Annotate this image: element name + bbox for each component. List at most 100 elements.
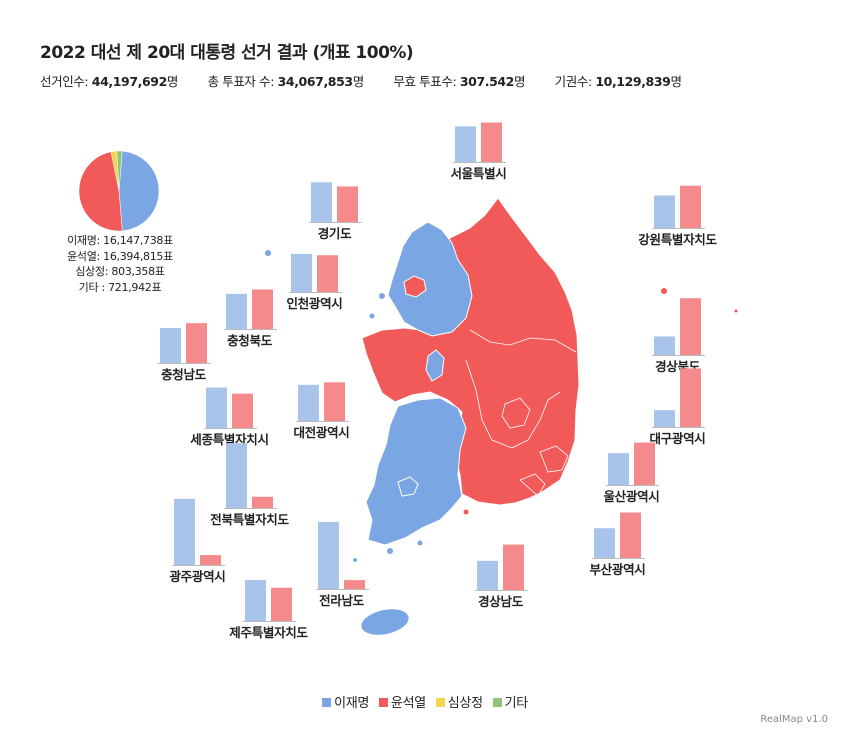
bar-lee[interactable] [608,453,629,485]
region-chart[interactable]: 전라남도 [316,521,369,608]
national-pie-chart [78,150,160,232]
bar-lee[interactable] [477,560,498,590]
region-label: 충청남도 [161,367,207,382]
bar-yoon[interactable] [503,544,524,590]
korea-map [265,197,738,638]
region-chart[interactable]: 강원특별자치도 [638,185,718,247]
region-label: 강원특별자치도 [638,232,717,247]
stat-invalid-votes: 무효 투표수: 307.542명 [393,74,526,89]
bar-yoon[interactable] [344,580,365,589]
region-chart[interactable]: 서울특별시 [450,122,507,181]
bar-lee[interactable] [291,253,312,292]
bar-lee[interactable] [160,327,181,363]
bar-yoon[interactable] [634,442,655,485]
region-chart[interactable]: 경상남도 [475,544,528,609]
map-region-sejong[interactable] [425,349,445,382]
stats-bar: 선거인수: 44,197,692명 총 투표자 수: 34,067,853명 무… [40,71,708,90]
bar-yoon[interactable] [481,122,502,162]
legend-swatch [435,698,445,707]
bar-yoon[interactable] [271,587,292,621]
legend-item-etc[interactable]: 기타 [492,692,528,711]
legend-swatch [322,698,332,707]
bar-lee[interactable] [206,387,227,428]
region-chart[interactable]: 울산광역시 [603,442,660,504]
bar-lee[interactable] [226,293,247,329]
map-region-seoul[interactable] [403,275,427,298]
pie-stat-etc: 기타 : 721,942표 [78,280,162,294]
border-line [519,473,546,497]
pie-slice-3[interactable] [116,150,123,192]
bar-yoon[interactable] [620,512,641,558]
bar-lee[interactable] [594,528,615,558]
map-region-jeolla[interactable] [365,397,467,546]
bar-lee[interactable] [226,443,247,508]
region-label: 광주광역시 [169,569,225,584]
legend-swatch [378,698,388,707]
bar-lee[interactable] [318,521,339,589]
pie-slice-0[interactable] [118,150,160,232]
pie-stat-lee: 이재명: 16,147,738표 [67,234,173,247]
bar-yoon[interactable] [324,382,345,421]
pie-slice-1[interactable] [78,151,123,232]
bar-yoon[interactable] [232,393,253,428]
region-chart[interactable]: 제주특별자치도 [229,579,309,640]
bar-lee[interactable] [654,195,675,228]
bar-lee[interactable] [174,498,195,565]
region-label: 대전광역시 [293,425,349,440]
bar-lee[interactable] [455,126,476,162]
bar-yoon[interactable] [252,289,273,329]
legend-swatch [492,698,502,707]
region-label: 울산광역시 [603,489,659,504]
pie-stats: 이재명: 16,147,738표 윤석열: 16,394,815표 심상정: 8… [30,233,210,295]
region-chart[interactable]: 전북특별자치도 [210,443,290,527]
border-line [469,329,577,353]
region-chart[interactable]: 대전광역시 [293,382,350,440]
bar-lee[interactable] [654,410,675,427]
region-chart[interactable]: 충청북도 [224,289,277,348]
bar-yoon[interactable] [186,323,207,363]
region-chart[interactable]: 부산광역시 [589,512,646,577]
bar-yoon[interactable] [680,185,701,228]
credit-text: RealMap v1.0 [760,714,828,725]
stat-total-voters: 총 투표자 수: 34,067,853명 [207,74,365,89]
pie-stat-sim: 심상정: 803,358표 [75,265,165,278]
island [379,293,385,299]
region-label: 경상남도 [478,594,524,609]
border-line [465,359,561,449]
region-label: 부산광역시 [589,562,645,577]
map-region-jeju[interactable] [359,605,411,638]
bar-lee[interactable] [245,579,266,621]
region-chart[interactable]: 경기도 [309,182,362,241]
bar-lee[interactable] [654,336,675,355]
bar-yoon[interactable] [337,186,358,222]
map-region-gyeonggi[interactable] [387,221,473,337]
pie-stat-yoon: 윤석열: 16,394,815표 [67,249,173,263]
region-label: 세종특별자치시 [190,432,268,447]
island [265,250,271,256]
region-chart[interactable]: 대구광역시 [649,368,706,446]
bar-yoon[interactable] [317,255,338,292]
bar-lee[interactable] [311,182,332,222]
island [369,313,375,319]
legend-item-lee[interactable]: 이재명 [322,692,369,711]
legend-item-yoon[interactable]: 윤석열 [378,692,426,711]
bar-yoon[interactable] [200,555,221,565]
border-line [501,397,531,429]
bar-yoon[interactable] [252,496,273,508]
island [387,548,393,554]
region-label: 전라남도 [319,593,365,608]
region-chart[interactable]: 광주광역시 [169,498,226,584]
region-chart[interactable]: 세종특별자치시 [190,387,269,447]
region-chart[interactable]: 충청남도 [158,323,211,382]
bar-yoon[interactable] [680,368,701,427]
island [417,540,423,546]
bar-yoon[interactable] [680,298,701,355]
island [463,509,469,515]
island-ulleungdo [661,288,667,294]
bar-lee[interactable] [298,384,319,421]
legend-item-sim[interactable]: 심상정 [435,692,483,711]
map-region-gwangju[interactable] [397,476,419,497]
region-chart[interactable]: 경상북도 [652,298,705,374]
region-chart[interactable]: 인천광역시 [286,253,343,311]
